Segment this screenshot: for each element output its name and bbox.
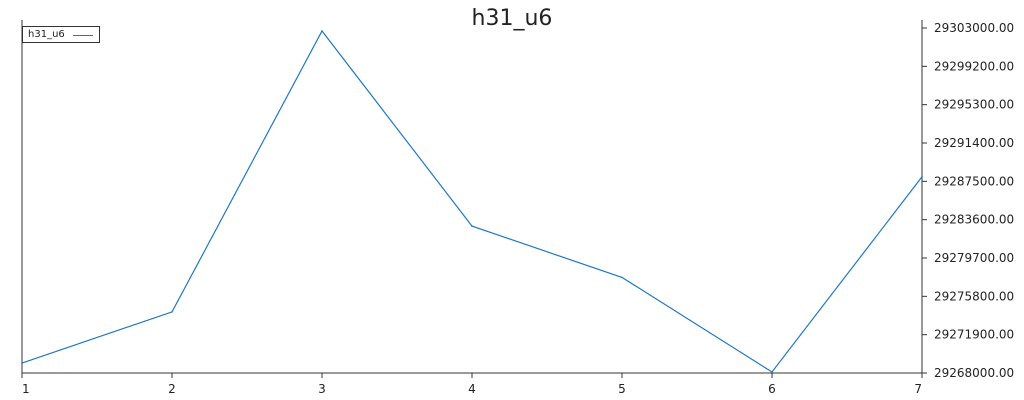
legend-swatch	[73, 35, 93, 36]
y-tick-label: 29291400.00	[934, 136, 1014, 150]
data-point	[171, 311, 173, 313]
y-axis-ticks: 29268000.00 29271900.00 29275800.00 2927970…	[922, 21, 1014, 380]
data-point	[921, 176, 923, 178]
data-point	[771, 371, 773, 373]
y-tick-label: 29303000.00	[934, 21, 1014, 35]
x-tick-label: 4	[468, 382, 476, 396]
chart-title: h31_u6	[471, 6, 553, 31]
x-axis-ticks: 1 2 3 4 5 6 7	[21, 373, 923, 396]
x-tick-label: 1	[22, 382, 30, 396]
x-tick-label: 3	[318, 382, 326, 396]
y-tick-label: 29287500.00	[934, 174, 1014, 188]
x-tick-label: 2	[168, 382, 176, 396]
y-tick-label: 29268000.00	[934, 366, 1014, 380]
data-point	[21, 362, 23, 364]
legend: h31_u6	[22, 26, 100, 43]
data-point	[621, 276, 623, 279]
x-tick-label: 5	[618, 382, 626, 396]
x-tick-label: 7	[914, 382, 922, 396]
data-point	[471, 225, 473, 227]
y-tick-label: 29275800.00	[934, 289, 1014, 303]
y-tick-label: 29295300.00	[934, 98, 1014, 112]
y-tick-label: 29283600.00	[934, 213, 1014, 227]
y-tick-label: 29279700.00	[934, 251, 1014, 265]
x-tick-label: 6	[768, 382, 776, 396]
series-line-h31-u6	[21, 29, 923, 373]
y-tick-label: 29299200.00	[934, 59, 1014, 73]
legend-label: h31_u6	[28, 29, 65, 40]
y-tick-label: 29271900.00	[934, 328, 1014, 342]
series-group	[21, 29, 923, 373]
data-point	[321, 30, 323, 32]
